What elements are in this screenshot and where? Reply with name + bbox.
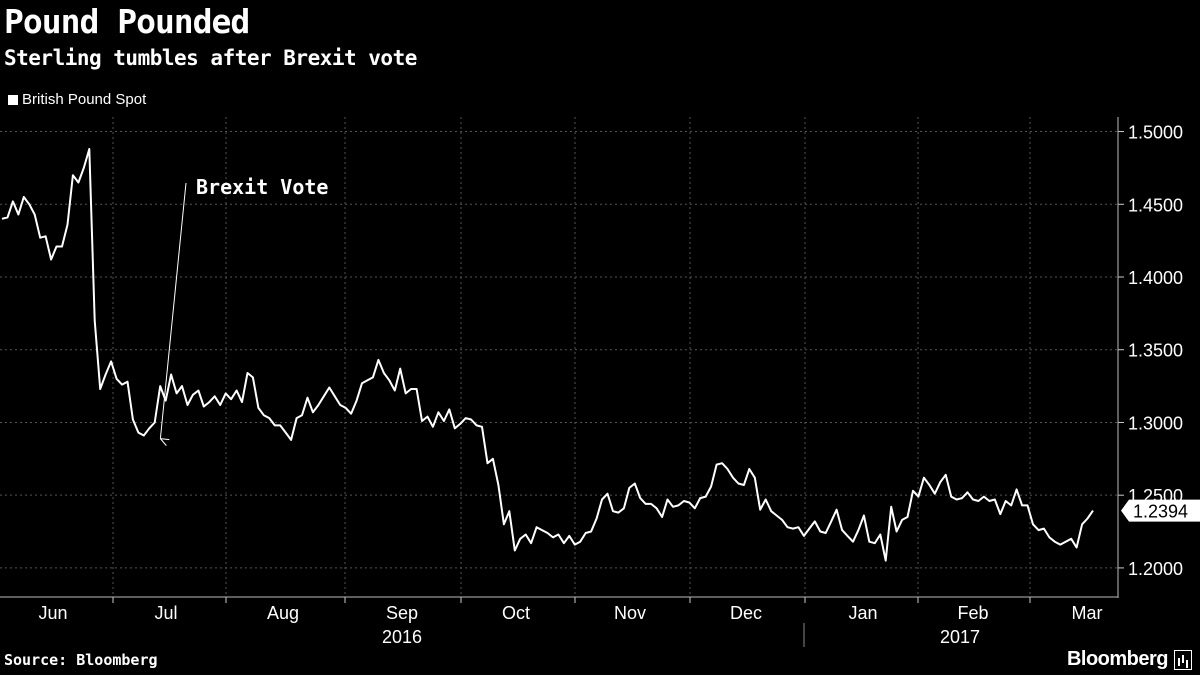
year-label: 2017	[940, 627, 980, 647]
brand-logo: Bloomberg	[1067, 648, 1192, 671]
y-tick-label: 1.3000	[1128, 413, 1183, 433]
y-tick-label: 1.4500	[1128, 195, 1183, 215]
chart-title: Pound Pounded	[4, 2, 250, 41]
legend-label: British Pound Spot	[22, 91, 147, 108]
y-tick-label: 1.5000	[1128, 123, 1183, 143]
year-label: 2016	[382, 627, 422, 647]
y-tick-label: 1.4000	[1128, 268, 1183, 288]
annotation-arrow-head	[159, 438, 170, 446]
x-tick-label: Jan	[848, 603, 877, 623]
bloomberg-chart-icon	[1174, 649, 1192, 670]
x-tick-label: Sep	[386, 603, 418, 623]
annotation-arrow-line	[159, 182, 187, 439]
last-value-label: 1.2394	[1133, 502, 1188, 522]
series-line-british-pound-spot	[1, 148, 1094, 562]
x-tick-label: Oct	[502, 603, 530, 623]
x-tick-label: Jul	[154, 603, 177, 623]
last-value-tag	[1121, 499, 1200, 522]
x-tick-label: Jun	[38, 603, 67, 623]
chart-subtitle: Sterling tumbles after Brexit vote	[4, 46, 417, 70]
brand-name: Bloomberg	[1066, 648, 1169, 670]
legend: British Pound Spot	[8, 91, 146, 108]
legend-swatch	[8, 94, 18, 105]
source-note: Source: Bloomberg	[4, 651, 158, 669]
y-tick-label: 1.3500	[1128, 341, 1183, 361]
x-tick-label: Aug	[267, 603, 299, 623]
x-tick-label: Mar	[1072, 603, 1103, 623]
y-tick-label: 1.2000	[1128, 559, 1183, 579]
x-tick-label: Feb	[957, 603, 988, 623]
x-tick-label: Dec	[730, 603, 762, 623]
x-tick-label: Nov	[614, 603, 646, 623]
annotation-label: Brexit Vote	[196, 175, 328, 199]
